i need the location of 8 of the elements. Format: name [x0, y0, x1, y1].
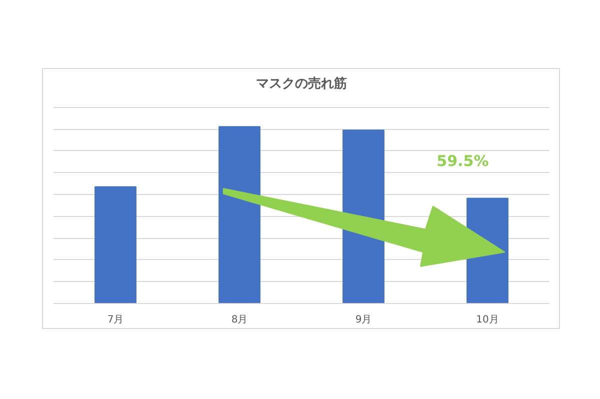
annotation: 59.5% [436, 152, 489, 170]
chart-title: マスクの売れ筋 [256, 76, 347, 92]
x-tick-label: 7月 [107, 314, 124, 326]
x-tick-label: 10月 [476, 314, 499, 326]
x-tick-label: 9月 [355, 314, 372, 326]
bar [218, 126, 260, 304]
x-tick-label: 8月 [231, 314, 248, 326]
bar [94, 186, 136, 304]
